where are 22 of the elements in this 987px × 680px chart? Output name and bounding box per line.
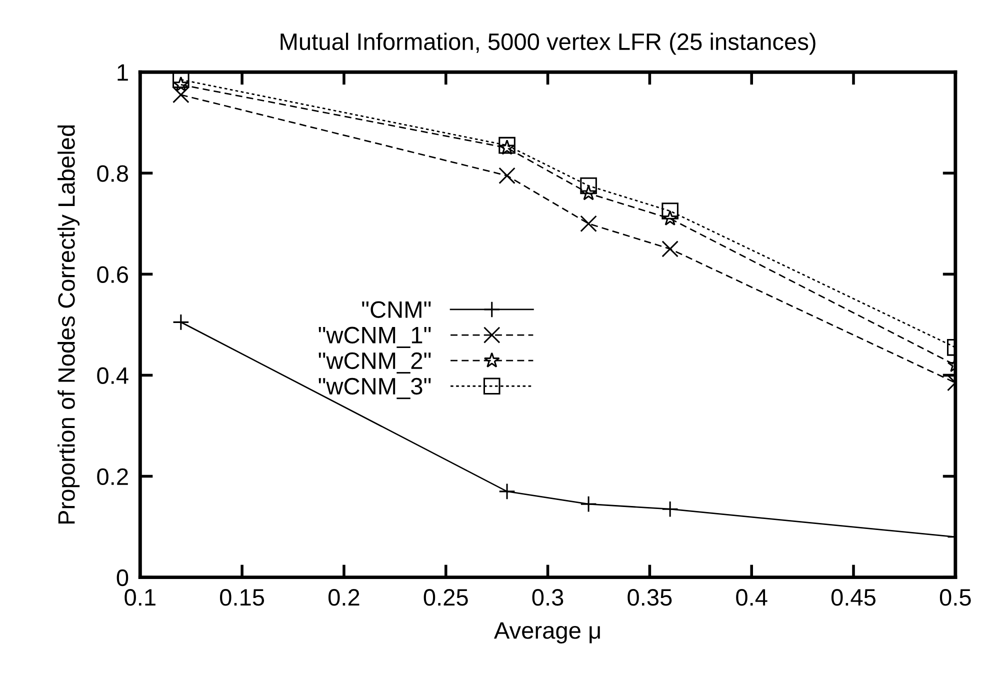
y-tick-label: 0.2 [97, 468, 128, 486]
x-tick-label: 0.25 [424, 589, 468, 606]
x-tick-label: 0.4 [736, 589, 768, 606]
y-tick-label: 0.4 [97, 367, 128, 384]
x-tick-label: 0.15 [220, 589, 264, 606]
x-tick-label: 0.35 [628, 589, 672, 606]
legend-label: "wCNM_2" [318, 352, 431, 374]
x-tick-label: 0.3 [532, 589, 564, 606]
x-tick-label: 0.5 [940, 589, 971, 606]
y-tick-label: 0 [116, 569, 128, 586]
y-tick-label: 0.6 [97, 266, 128, 283]
legend-label: "wCNM_1" [318, 326, 431, 348]
x-axis-title: Average μ [494, 622, 600, 644]
y-tick-label: 0.8 [97, 165, 128, 182]
legend-label: "CNM" [362, 301, 431, 318]
x-tick-label: 0.1 [124, 589, 156, 606]
x-tick-label: 0.45 [831, 589, 876, 606]
y-tick-label: 1 [118, 64, 128, 81]
chart-title: Mutual Information, 5000 vertex LFR (25 instances) [280, 32, 816, 55]
x-tick-label: 0.2 [328, 589, 360, 606]
legend-label: "wCNM_3" [318, 378, 431, 400]
y-axis-title: Proportion of Nodes Correctly Labeled [58, 125, 80, 524]
